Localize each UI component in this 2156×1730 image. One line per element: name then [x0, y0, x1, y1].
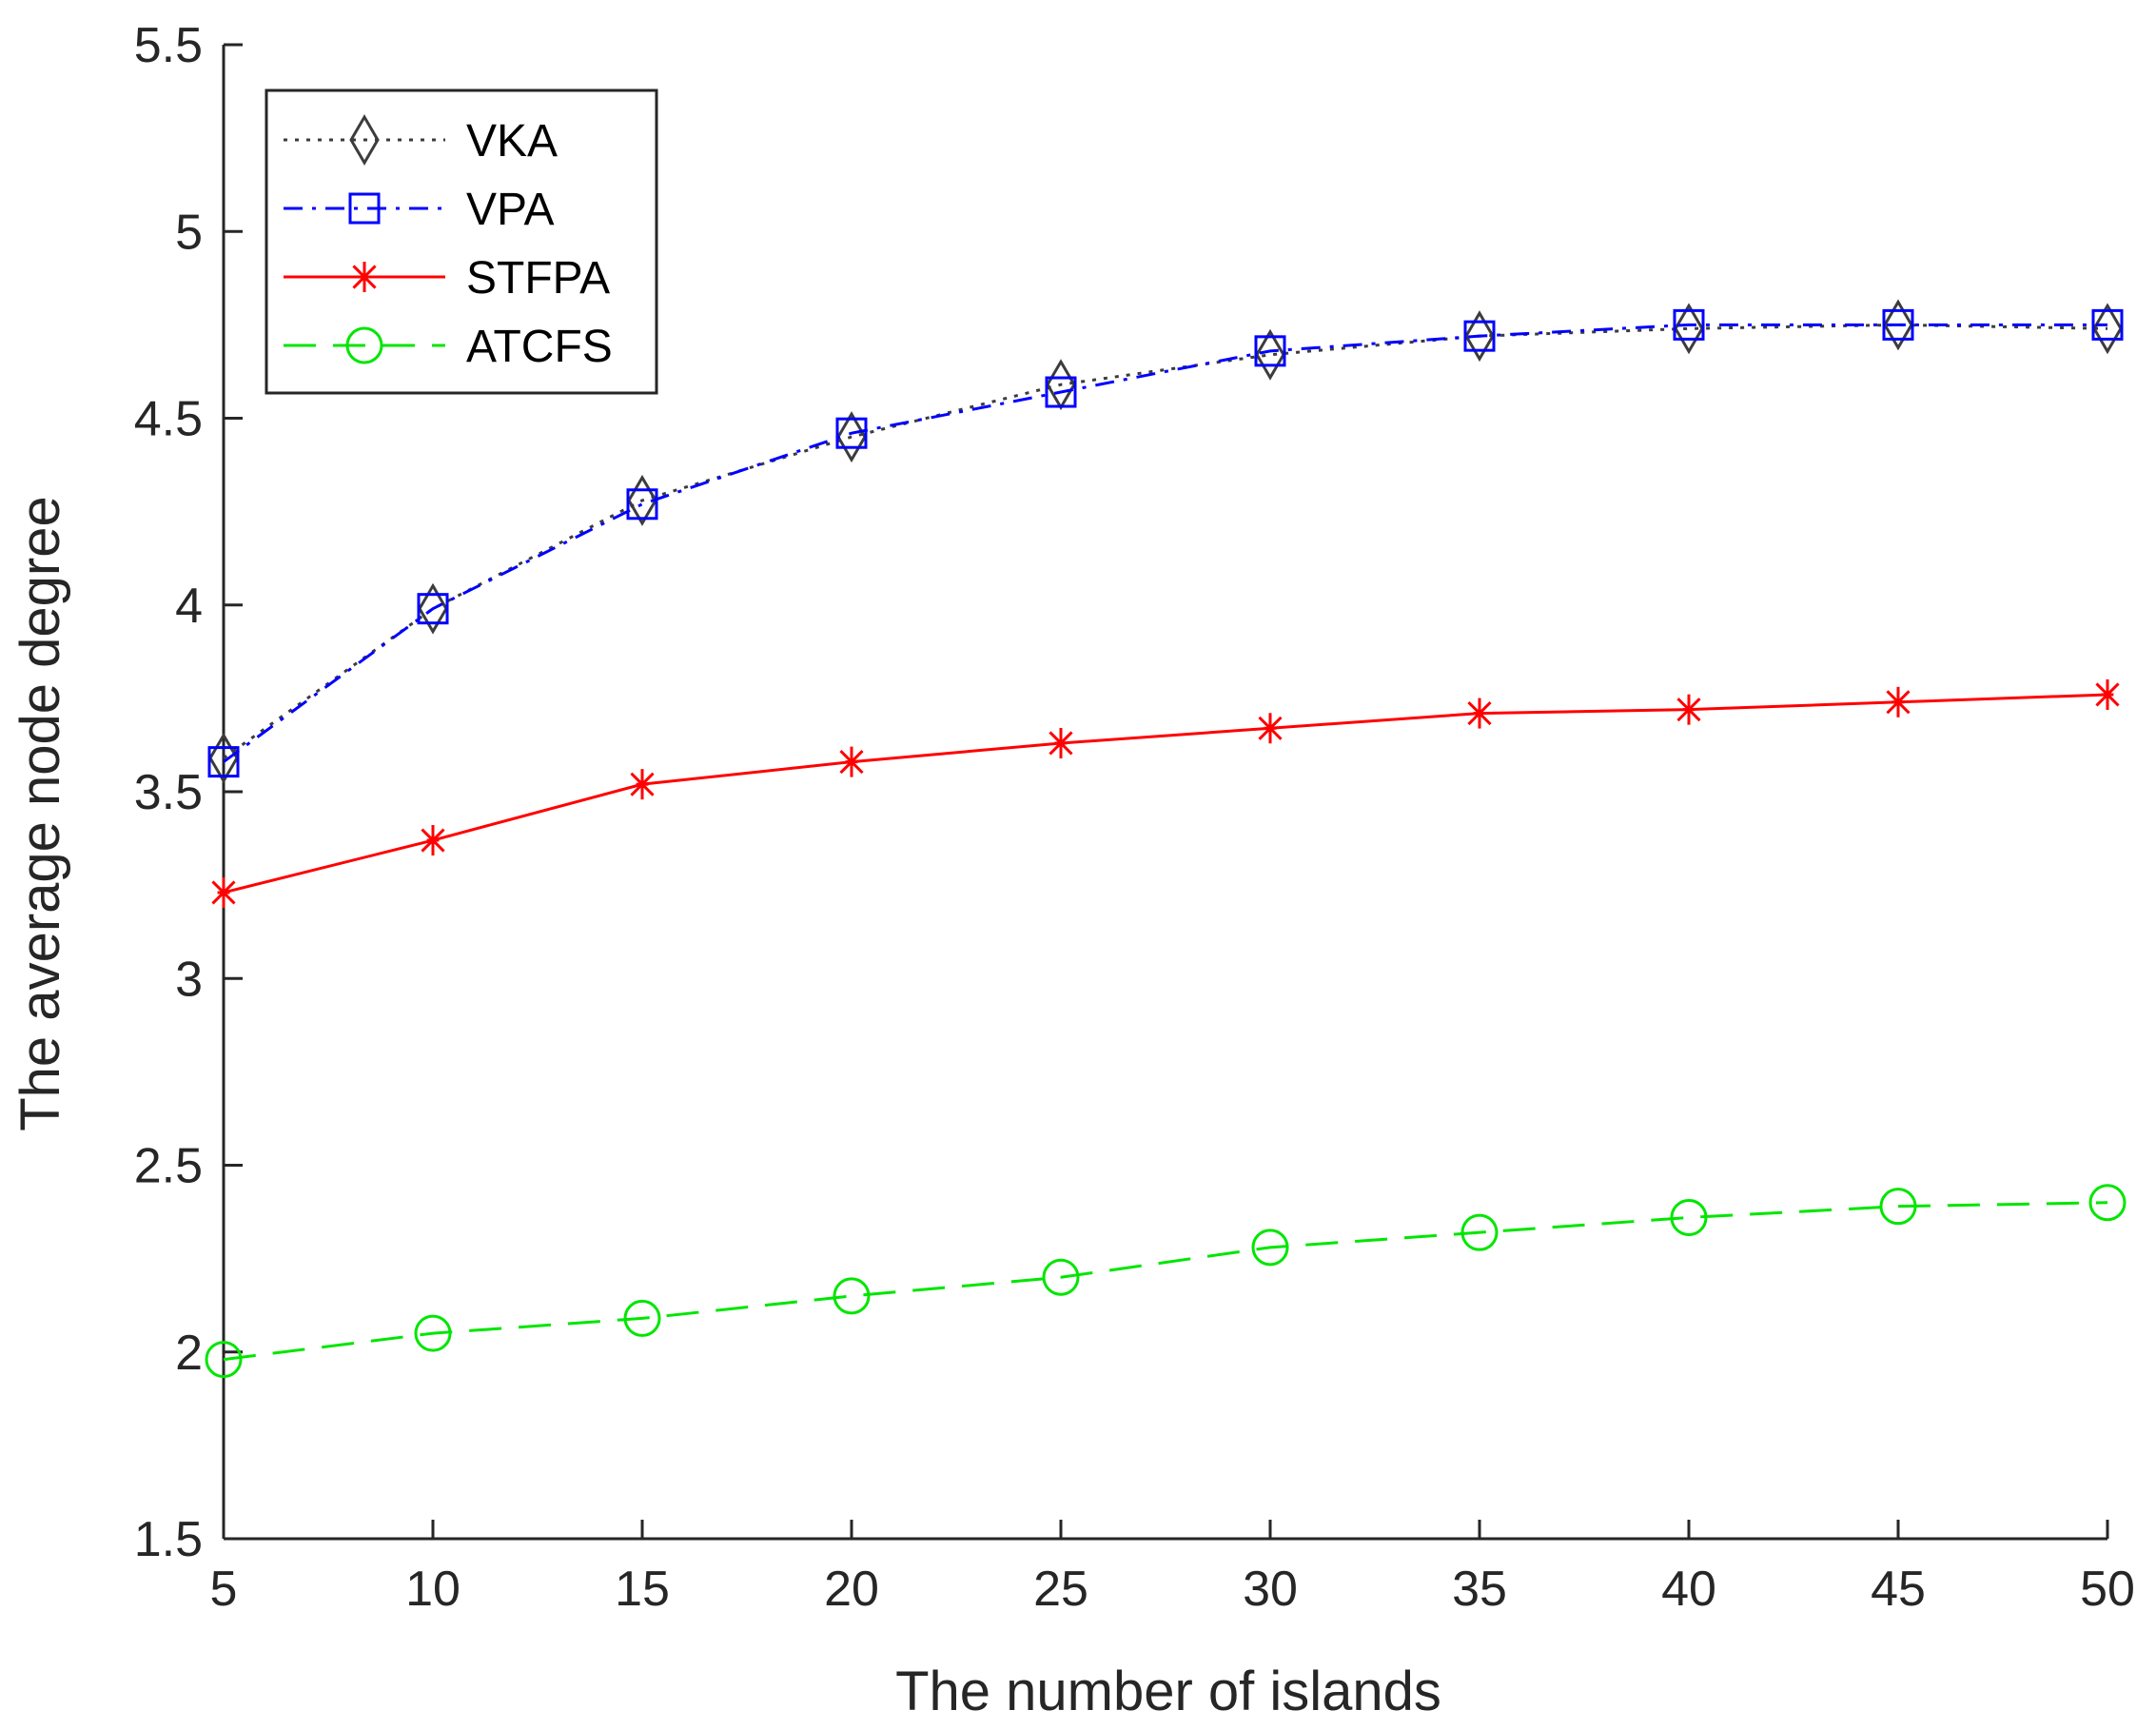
data-point-vpa	[1254, 335, 1286, 367]
data-point-vka	[208, 732, 239, 784]
y-tick-label: 2	[175, 1326, 203, 1381]
data-point-atcfs	[414, 1314, 452, 1352]
data-point-vpa	[1882, 308, 1914, 341]
legend: VKA VPA STFPA ATCFS	[265, 88, 658, 395]
data-point-stfpa	[421, 825, 445, 856]
legend-item: ATCFS	[284, 322, 613, 372]
data-point-vka	[627, 474, 657, 526]
data-point-vka	[1674, 303, 1704, 355]
data-point-vpa	[1673, 308, 1705, 341]
x-tick-label: 30	[1243, 1562, 1298, 1617]
x-tick-label: 5	[210, 1562, 238, 1617]
legend-marker	[345, 326, 383, 364]
data-point-vpa	[2091, 308, 2124, 341]
series-vka	[208, 299, 2123, 784]
data-point-stfpa	[1886, 686, 1911, 718]
y-tick-label: 4.5	[134, 392, 203, 447]
data-point-vka	[1464, 310, 1495, 363]
x-tick-label: 25	[1033, 1562, 1088, 1617]
series-vpa	[207, 308, 2124, 778]
data-point-stfpa	[1467, 698, 1492, 729]
data-point-atcfs	[833, 1277, 871, 1315]
data-point-vpa	[626, 488, 658, 521]
data-point-atcfs	[623, 1299, 661, 1337]
data-point-stfpa	[839, 746, 864, 777]
data-point-vka	[2092, 303, 2123, 355]
series-stfpa	[211, 678, 2120, 908]
legend-marker	[349, 114, 380, 166]
legend-label: VPA	[466, 185, 554, 235]
data-point-atcfs	[1460, 1213, 1499, 1251]
y-tick-label: 5.5	[134, 18, 203, 73]
legend-label: ATCFS	[466, 322, 613, 372]
y-tick-label: 3	[175, 952, 203, 1007]
data-point-vka	[836, 411, 867, 463]
x-axis-label: The number of islands	[895, 1661, 1441, 1722]
data-point-atcfs	[2088, 1184, 2127, 1222]
data-point-vpa	[835, 417, 868, 449]
legend-item: VPA	[284, 185, 554, 235]
x-tick-label: 50	[2080, 1562, 2135, 1617]
y-tick-label: 3.5	[134, 765, 203, 820]
x-tick-label: 40	[1661, 1562, 1716, 1617]
x-tick-label: 45	[1871, 1562, 1926, 1617]
data-point-atcfs	[1670, 1198, 1708, 1236]
data-point-stfpa	[211, 876, 236, 908]
legend-marker	[348, 192, 381, 225]
data-point-stfpa	[630, 769, 655, 800]
x-tick-label: 35	[1452, 1562, 1507, 1617]
legend-item: VKA	[284, 114, 558, 167]
data-point-atcfs	[1251, 1229, 1289, 1267]
data-point-vka	[1883, 299, 1913, 351]
x-axis-ticks: 5 10 15 20 25 30 35 40 45 50	[210, 1520, 2135, 1617]
series-line-stfpa	[223, 693, 2108, 894]
data-point-vpa	[1045, 376, 1077, 408]
data-point-vka	[418, 582, 448, 635]
data-point-stfpa	[2095, 678, 2120, 710]
data-point-stfpa	[1676, 694, 1701, 725]
series-atcfs	[205, 1184, 2127, 1379]
data-point-vka	[1255, 328, 1285, 381]
data-point-atcfs	[1879, 1188, 1917, 1226]
y-tick-label: 1.5	[134, 1512, 203, 1567]
data-point-vpa	[207, 746, 240, 778]
data-point-vpa	[1463, 320, 1496, 352]
data-point-vpa	[417, 593, 449, 625]
data-point-atcfs	[1042, 1258, 1080, 1296]
data-point-stfpa	[1049, 727, 1073, 758]
legend-label: STFPA	[466, 253, 610, 304]
y-tick-label: 5	[175, 205, 203, 260]
y-tick-label: 4	[175, 579, 203, 634]
y-axis-label: The average node degree	[10, 496, 71, 1131]
series-layer	[205, 299, 2127, 1379]
x-tick-label: 10	[405, 1562, 461, 1617]
legend-item: STFPA	[284, 253, 610, 304]
x-tick-label: 15	[615, 1562, 670, 1617]
data-point-stfpa	[1258, 713, 1283, 744]
legend-label: VKA	[466, 116, 558, 167]
data-point-atcfs	[205, 1341, 243, 1379]
y-tick-label: 2.5	[134, 1139, 203, 1194]
x-tick-label: 20	[824, 1562, 879, 1617]
y-axis-ticks: 1.5 2 2.5 3 3.5 4 4.5 5 5.5	[134, 18, 243, 1567]
legend-marker	[352, 262, 377, 292]
series-line-atcfs	[223, 1201, 2108, 1362]
series-line-vpa	[223, 323, 2107, 763]
